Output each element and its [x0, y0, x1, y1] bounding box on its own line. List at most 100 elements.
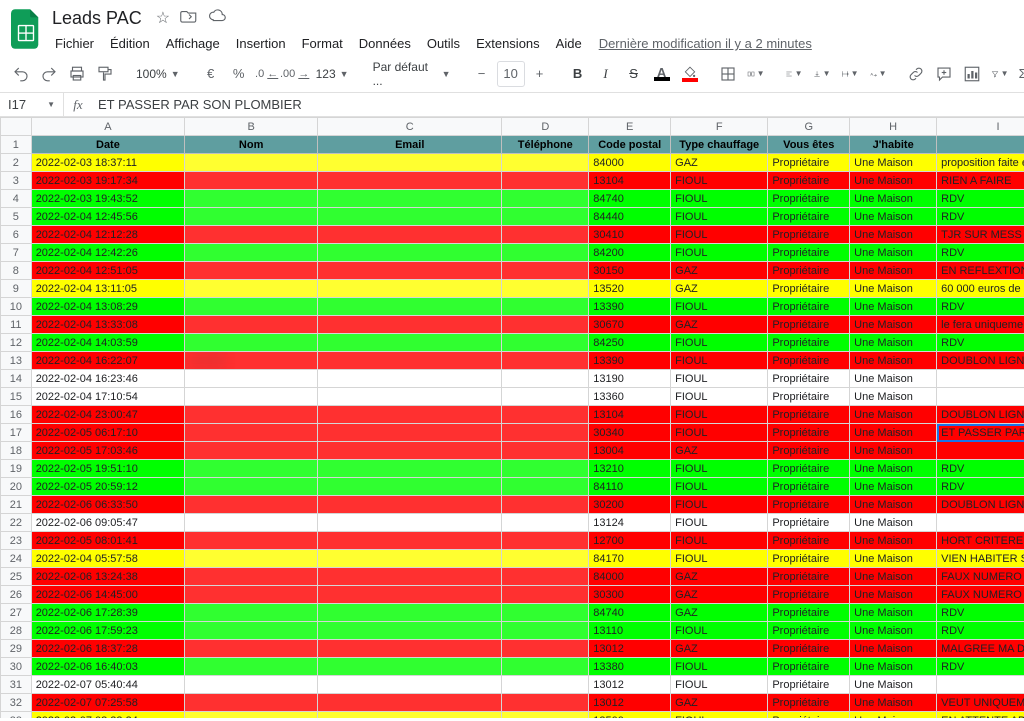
cell[interactable] [185, 550, 318, 568]
cell[interactable]: Propriétaire [768, 298, 850, 316]
table-row[interactable]: 52022-02-04 12:45:5684440FIOULPropriétai… [1, 208, 1024, 226]
cell[interactable]: Propriétaire [768, 190, 850, 208]
cell[interactable] [318, 694, 502, 712]
row-header[interactable]: 18 [1, 442, 32, 460]
cell[interactable]: FIOUL [671, 622, 768, 640]
cell[interactable]: GAZ [671, 154, 768, 172]
cell[interactable]: Propriétaire [768, 388, 850, 406]
row-header[interactable]: 15 [1, 388, 32, 406]
table-row[interactable]: 322022-02-07 07:25:5813012GAZPropriétair… [1, 694, 1024, 712]
table-row[interactable]: 92022-02-04 13:11:0513520GAZPropriétaire… [1, 280, 1024, 298]
insert-comment-icon[interactable] [931, 61, 957, 87]
cell[interactable]: 2022-02-04 13:08:29 [31, 298, 184, 316]
table-row[interactable]: 182022-02-05 17:03:4613004GAZPropriétair… [1, 442, 1024, 460]
header-cell[interactable]: Vous êtes [768, 136, 850, 154]
cell[interactable]: RDV [937, 190, 1024, 208]
menu-edition[interactable]: Édition [103, 32, 157, 55]
cell[interactable]: FIOUL [671, 478, 768, 496]
cell[interactable]: Une Maison [850, 658, 937, 676]
cell[interactable]: Propriétaire [768, 406, 850, 424]
cell[interactable]: LAUDE [185, 352, 318, 370]
cell[interactable] [502, 262, 589, 280]
cell[interactable]: 30200 [589, 496, 671, 514]
cell[interactable]: Une Maison [850, 622, 937, 640]
cell[interactable]: VIEN HABITER S [937, 550, 1024, 568]
cell[interactable] [502, 496, 589, 514]
cell[interactable] [318, 406, 502, 424]
table-row[interactable]: 252022-02-06 13:24:3884000GAZPropriétair… [1, 568, 1024, 586]
cell[interactable]: RDV [937, 622, 1024, 640]
cell[interactable] [937, 514, 1024, 532]
cell[interactable]: 84170 [589, 550, 671, 568]
header-cell[interactable]: Téléphone [502, 136, 589, 154]
table-row[interactable]: 152022-02-04 17:10:5413360FIOULPropriéta… [1, 388, 1024, 406]
row-header[interactable]: 5 [1, 208, 32, 226]
cell[interactable]: MALGREE MA D [937, 640, 1024, 658]
cell[interactable] [502, 478, 589, 496]
cell[interactable] [185, 676, 318, 694]
cell[interactable]: proposition faite e [937, 154, 1024, 172]
cell[interactable] [185, 298, 318, 316]
cell[interactable] [937, 676, 1024, 694]
cell[interactable]: Une Maison [850, 532, 937, 550]
insert-link-icon[interactable] [903, 61, 929, 87]
cell[interactable]: 2022-02-03 19:43:52 [31, 190, 184, 208]
cell[interactable] [937, 442, 1024, 460]
row-header[interactable]: 28 [1, 622, 32, 640]
cell[interactable]: RDV [937, 244, 1024, 262]
cell[interactable] [185, 424, 318, 442]
cell[interactable]: 2022-02-04 16:22:07 [31, 352, 184, 370]
cell[interactable] [185, 280, 318, 298]
cell[interactable]: Une Maison [850, 460, 937, 478]
col-header-C[interactable]: C [318, 118, 502, 136]
cell[interactable]: RDV [937, 658, 1024, 676]
cell[interactable] [318, 388, 502, 406]
cell[interactable]: VEUT UNIQUEM [937, 694, 1024, 712]
row-header[interactable]: 10 [1, 298, 32, 316]
cell[interactable] [185, 334, 318, 352]
cell[interactable]: EN REFLEXTION [937, 262, 1024, 280]
cell[interactable]: 84110 [589, 478, 671, 496]
cell[interactable] [318, 370, 502, 388]
cell[interactable]: FIOUL [671, 658, 768, 676]
cell[interactable] [185, 496, 318, 514]
cell[interactable] [502, 694, 589, 712]
cell[interactable] [502, 316, 589, 334]
table-row[interactable]: 242022-02-04 05:57:5884170FIOULPropriéta… [1, 550, 1024, 568]
row-header[interactable]: 22 [1, 514, 32, 532]
table-row[interactable]: 142022-02-04 16:23:4613190FIOULPropriéta… [1, 370, 1024, 388]
cell[interactable]: Propriétaire [768, 658, 850, 676]
cell[interactable]: 84250 [589, 334, 671, 352]
cell[interactable] [318, 676, 502, 694]
cell[interactable]: Une Maison [850, 208, 937, 226]
cell[interactable] [185, 640, 318, 658]
cell[interactable]: FIOUL [671, 226, 768, 244]
cell[interactable] [502, 244, 589, 262]
text-color-icon[interactable]: A [649, 61, 675, 87]
table-row[interactable]: 102022-02-04 13:08:2913390FIOULPropriéta… [1, 298, 1024, 316]
cell[interactable] [318, 172, 502, 190]
cell[interactable]: FIOUL [671, 424, 768, 442]
cell[interactable]: Une Maison [850, 640, 937, 658]
cell[interactable]: 2022-02-05 17:03:46 [31, 442, 184, 460]
cell[interactable] [318, 622, 502, 640]
cell[interactable]: RDV [937, 208, 1024, 226]
cell[interactable] [502, 154, 589, 172]
cell[interactable]: Propriétaire [768, 442, 850, 460]
menu-affichage[interactable]: Affichage [159, 32, 227, 55]
decrease-decimal-icon[interactable]: .0 ← [254, 61, 280, 87]
table-row[interactable]: 232022-02-05 08:01:4112700FIOULPropriéta… [1, 532, 1024, 550]
cell[interactable] [502, 190, 589, 208]
table-row[interactable]: 272022-02-06 17:28:3984740GAZPropriétair… [1, 604, 1024, 622]
cell[interactable]: Propriétaire [768, 424, 850, 442]
cell[interactable]: Une Maison [850, 352, 937, 370]
cell[interactable]: Propriétaire [768, 532, 850, 550]
table-row[interactable]: 62022-02-04 12:12:2830410FIOULPropriétai… [1, 226, 1024, 244]
cell[interactable]: Une Maison [850, 604, 937, 622]
cell[interactable]: 2022-02-06 18:37:28 [31, 640, 184, 658]
menu-format[interactable]: Format [295, 32, 350, 55]
cell[interactable] [185, 604, 318, 622]
italic-icon[interactable]: I [593, 61, 619, 87]
formula-input[interactable]: ET PASSER PAR SON PLOMBIER [92, 93, 1024, 116]
cell[interactable]: 13390 [589, 298, 671, 316]
